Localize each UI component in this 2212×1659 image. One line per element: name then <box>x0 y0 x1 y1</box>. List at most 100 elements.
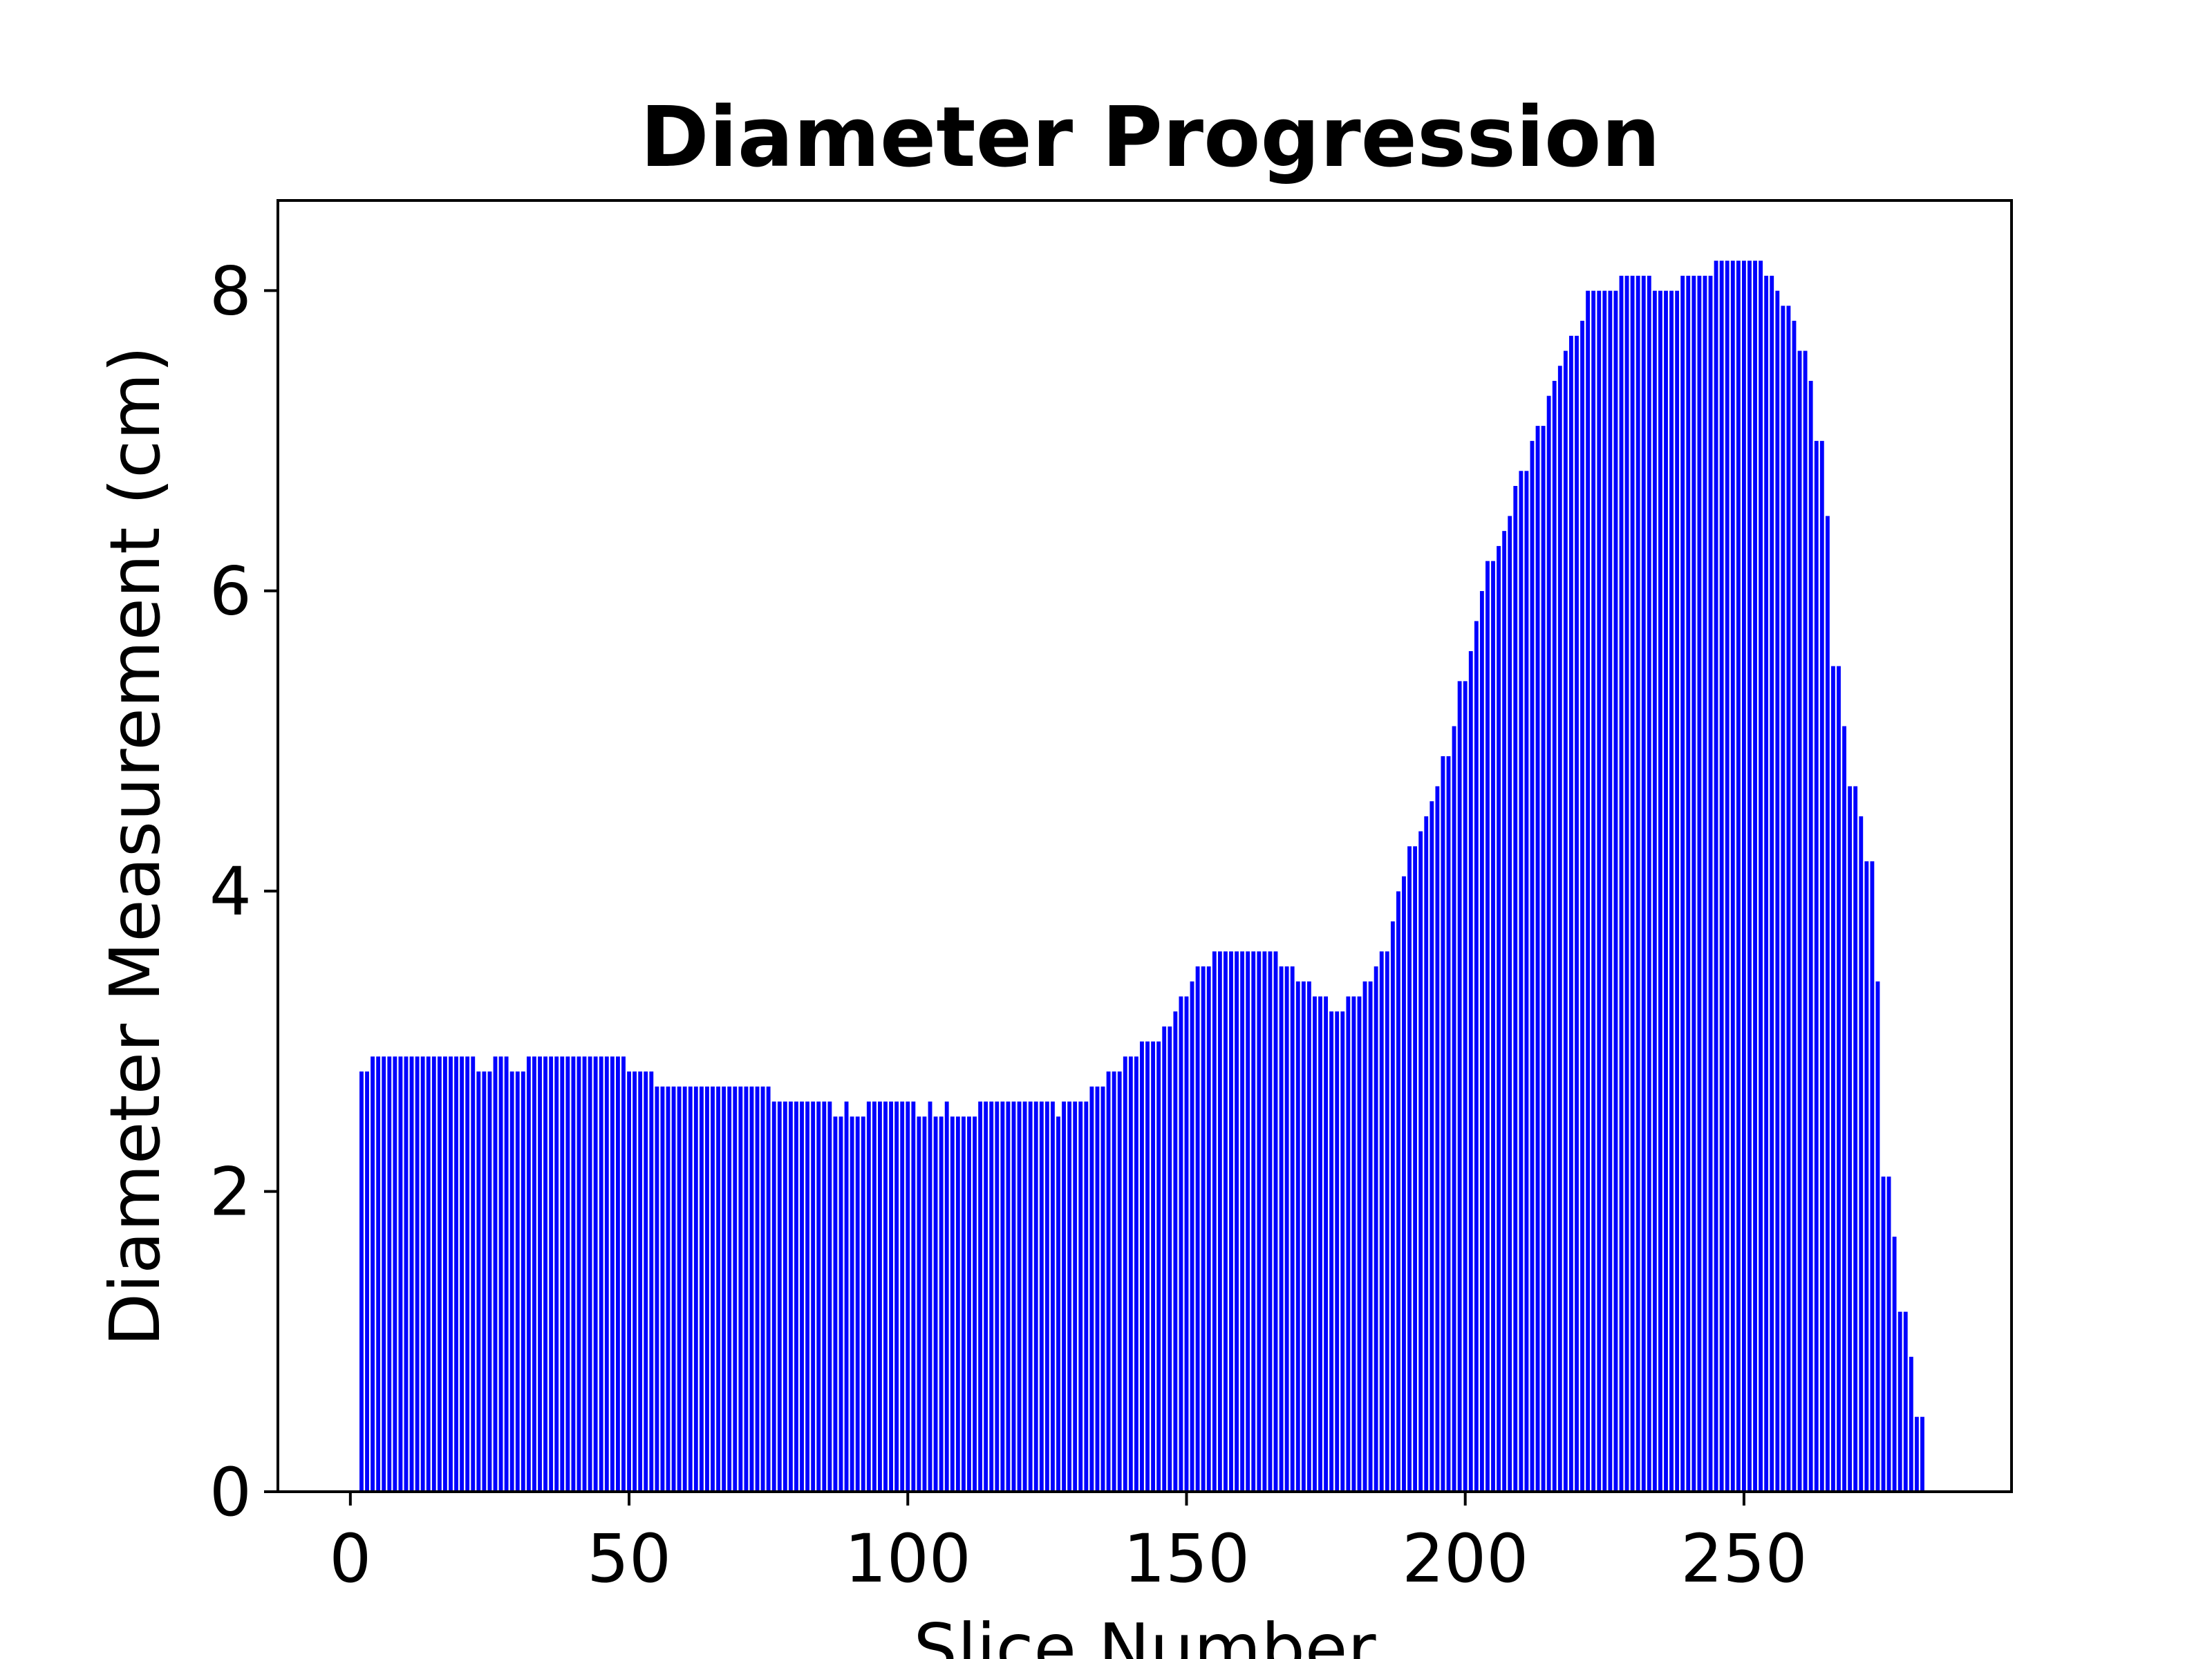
bar <box>1680 275 1685 1492</box>
bar <box>1161 1026 1167 1492</box>
bar <box>1083 1100 1089 1492</box>
bar <box>832 1116 838 1492</box>
bar <box>515 1071 521 1492</box>
bar <box>1385 950 1390 1492</box>
bar <box>1345 995 1351 1492</box>
bar <box>1374 966 1379 1492</box>
bar <box>1825 515 1830 1492</box>
bar <box>1892 1236 1897 1492</box>
bar <box>1418 830 1423 1492</box>
bar <box>899 1100 905 1492</box>
y-tick-label: 2 <box>209 1154 252 1231</box>
bar <box>1546 395 1552 1492</box>
bar <box>916 1116 921 1492</box>
bar <box>1368 981 1374 1492</box>
bar <box>599 1056 604 1492</box>
x-tick-label: 0 <box>329 1520 371 1597</box>
bar <box>977 1100 983 1492</box>
bar <box>715 1086 721 1492</box>
bar <box>1423 816 1429 1492</box>
bar <box>1295 981 1301 1492</box>
bar <box>1490 560 1496 1492</box>
bar <box>1485 560 1490 1492</box>
bar <box>526 1056 532 1492</box>
bar <box>1434 785 1440 1492</box>
bar <box>1172 1011 1178 1492</box>
bar <box>688 1086 693 1492</box>
bar <box>1301 981 1306 1492</box>
bar <box>637 1071 643 1492</box>
bar <box>1112 1071 1117 1492</box>
bar <box>1183 995 1190 1492</box>
bar <box>1429 800 1434 1492</box>
bar <box>1412 845 1418 1492</box>
bar <box>1056 1116 1061 1492</box>
bar <box>521 1071 526 1492</box>
bar <box>799 1100 805 1492</box>
bar <box>665 1086 671 1492</box>
bar <box>732 1086 738 1492</box>
bar <box>894 1100 899 1492</box>
bar <box>1000 1100 1005 1492</box>
bar <box>704 1086 710 1492</box>
bar <box>855 1116 861 1492</box>
bar <box>1780 305 1785 1492</box>
bar <box>1864 861 1869 1492</box>
bar <box>1658 290 1663 1492</box>
bar <box>498 1056 504 1492</box>
bar <box>1858 816 1864 1492</box>
bar <box>559 1056 565 1492</box>
bar <box>1005 1100 1011 1492</box>
bar <box>442 1056 448 1492</box>
bar <box>777 1100 782 1492</box>
bar <box>1585 290 1591 1492</box>
bar <box>554 1056 559 1492</box>
bar <box>794 1100 799 1492</box>
bar <box>1886 1176 1892 1492</box>
bar <box>621 1056 626 1492</box>
bar <box>721 1086 727 1492</box>
bar <box>1256 950 1262 1492</box>
bar <box>1803 350 1808 1492</box>
x-tick-label: 100 <box>845 1520 971 1597</box>
bar <box>615 1056 621 1492</box>
bar <box>397 1056 403 1492</box>
bar <box>437 1056 442 1492</box>
bar <box>1647 275 1652 1492</box>
bar <box>632 1071 637 1492</box>
bar <box>392 1056 397 1492</box>
bar <box>1696 275 1702 1492</box>
bar <box>1479 590 1485 1492</box>
bar <box>476 1071 481 1492</box>
bar <box>570 1056 576 1492</box>
bar <box>939 1116 944 1492</box>
bar <box>504 1056 509 1492</box>
bar <box>1641 275 1647 1492</box>
bar <box>844 1100 850 1492</box>
bar <box>1139 1041 1145 1492</box>
bar <box>654 1086 659 1492</box>
bar <box>1306 981 1312 1492</box>
bar <box>375 1056 381 1492</box>
bar <box>1853 785 1858 1492</box>
bar <box>1212 950 1217 1492</box>
bar <box>626 1071 632 1492</box>
bar <box>1909 1356 1914 1492</box>
bar <box>1725 260 1730 1492</box>
bar <box>699 1086 704 1492</box>
bar <box>743 1086 749 1492</box>
bar <box>1061 1100 1067 1492</box>
bar <box>1457 680 1463 1492</box>
bar <box>950 1116 955 1492</box>
bar <box>1669 290 1674 1492</box>
bar <box>988 1100 994 1492</box>
plot-frame <box>276 199 2013 1493</box>
bar <box>727 1086 732 1492</box>
bar <box>643 1071 648 1492</box>
bar <box>1401 876 1407 1492</box>
bar <box>877 1100 883 1492</box>
bar <box>426 1056 431 1492</box>
bar <box>1836 666 1841 1492</box>
bar <box>766 1086 771 1492</box>
